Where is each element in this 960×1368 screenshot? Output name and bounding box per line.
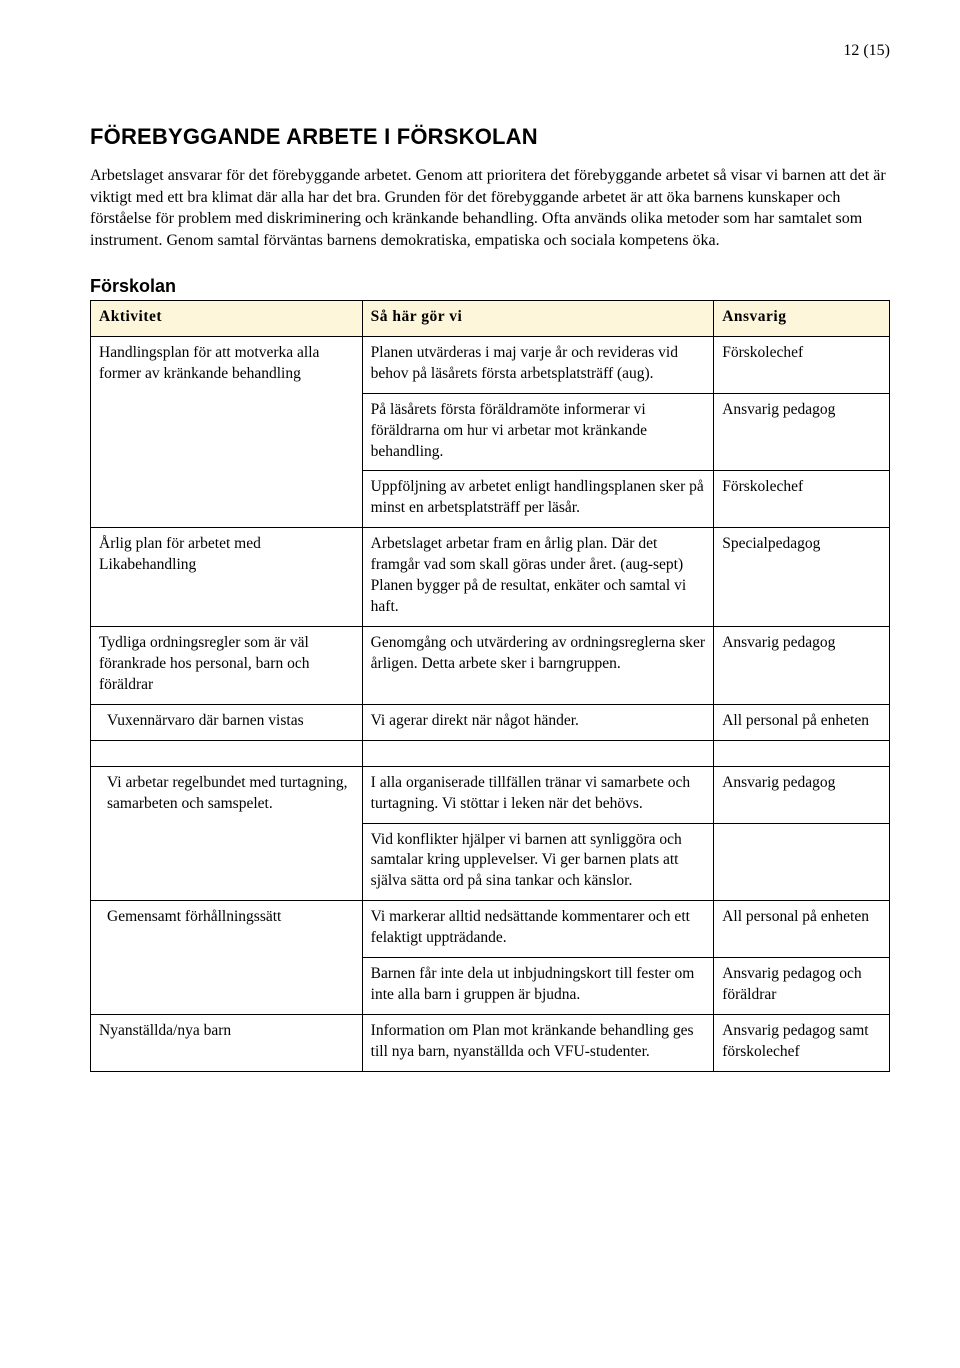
cell-aktivitet: Vi arbetar regelbundet med turtagning, s… xyxy=(91,766,363,823)
page-number: 12 (15) xyxy=(90,40,890,62)
cell-ansvarig: All personal på enheten xyxy=(714,704,890,740)
cell-aktivitet xyxy=(91,823,363,901)
cell-aktivitet: Gemensamt förhållningssätt xyxy=(91,901,363,958)
section-subheading: Förskolan xyxy=(90,274,890,298)
cell-aktivitet: Nyanställda/nya barn xyxy=(91,1015,363,1072)
gap-cell xyxy=(362,740,714,766)
cell-ansvarig: Ansvarig pedagog samt förskolechef xyxy=(714,1015,890,1072)
cell-sa-har: Information om Plan mot kränkande behand… xyxy=(362,1015,714,1072)
col-header-ansvarig: Ansvarig xyxy=(714,300,890,336)
page-heading: FÖREBYGGANDE ARBETE I FÖRSKOLAN xyxy=(90,122,890,152)
cell-aktivitet: Tydliga ordningsregler som är väl förank… xyxy=(91,627,363,705)
cell-sa-har: Barnen får inte dela ut inbjudningskort … xyxy=(362,958,714,1015)
cell-aktivitet: Handlingsplan för att motverka alla form… xyxy=(91,336,363,393)
col-header-sa-har: Så här gör vi xyxy=(362,300,714,336)
gap-cell xyxy=(91,740,363,766)
cell-ansvarig: Specialpedagog xyxy=(714,528,890,627)
cell-aktivitet xyxy=(91,958,363,1015)
cell-ansvarig xyxy=(714,823,890,901)
intro-text: Arbetslaget ansvarar för det förebyggand… xyxy=(90,165,890,251)
table-row: Barnen får inte dela ut inbjudningskort … xyxy=(91,958,890,1015)
cell-sa-har: Genomgång och utvärdering av ordningsreg… xyxy=(362,627,714,705)
cell-sa-har: Arbetslaget arbetar fram en årlig plan. … xyxy=(362,528,714,627)
cell-ansvarig: Ansvarig pedagog xyxy=(714,393,890,471)
table-row: Vuxennärvaro där barnen vistasVi agerar … xyxy=(91,704,890,740)
cell-sa-har: I alla organiserade tillfällen tränar vi… xyxy=(362,766,714,823)
table-row: Nyanställda/nya barnInformation om Plan … xyxy=(91,1015,890,1072)
cell-aktivitet xyxy=(91,471,363,528)
cell-sa-har: Vi markerar alltid nedsättande kommentar… xyxy=(362,901,714,958)
cell-ansvarig: All personal på enheten xyxy=(714,901,890,958)
intro-paragraph: Arbetslaget ansvarar för det förebyggand… xyxy=(90,165,890,251)
cell-sa-har: Planen utvärderas i maj varje år och rev… xyxy=(362,336,714,393)
cell-ansvarig: Ansvarig pedagog xyxy=(714,627,890,705)
table-row: Vid konflikter hjälper vi barnen att syn… xyxy=(91,823,890,901)
table-row: Gemensamt förhållningssättVi markerar al… xyxy=(91,901,890,958)
table-header-row: Aktivitet Så här gör vi Ansvarig xyxy=(91,300,890,336)
table-row: Vi arbetar regelbundet med turtagning, s… xyxy=(91,766,890,823)
cell-ansvarig: Ansvarig pedagog xyxy=(714,766,890,823)
cell-ansvarig: Förskolechef xyxy=(714,471,890,528)
cell-sa-har: Vid konflikter hjälper vi barnen att syn… xyxy=(362,823,714,901)
gap-cell xyxy=(714,740,890,766)
col-header-aktivitet: Aktivitet xyxy=(91,300,363,336)
cell-aktivitet xyxy=(91,393,363,471)
cell-sa-har: På läsårets första föräldramöte informer… xyxy=(362,393,714,471)
table-row xyxy=(91,740,890,766)
cell-sa-har: Uppföljning av arbetet enligt handlingsp… xyxy=(362,471,714,528)
table-row: På läsårets första föräldramöte informer… xyxy=(91,393,890,471)
cell-aktivitet: Vuxennärvaro där barnen vistas xyxy=(91,704,363,740)
activity-table: Aktivitet Så här gör vi Ansvarig Handlin… xyxy=(90,300,890,1072)
cell-ansvarig: Förskolechef xyxy=(714,336,890,393)
table-row: Uppföljning av arbetet enligt handlingsp… xyxy=(91,471,890,528)
cell-ansvarig: Ansvarig pedagog och föräldrar xyxy=(714,958,890,1015)
cell-sa-har: Vi agerar direkt när något händer. xyxy=(362,704,714,740)
cell-aktivitet: Årlig plan för arbetet med Likabehandlin… xyxy=(91,528,363,627)
table-row: Handlingsplan för att motverka alla form… xyxy=(91,336,890,393)
table-row: Tydliga ordningsregler som är väl förank… xyxy=(91,627,890,705)
table-row: Årlig plan för arbetet med Likabehandlin… xyxy=(91,528,890,627)
